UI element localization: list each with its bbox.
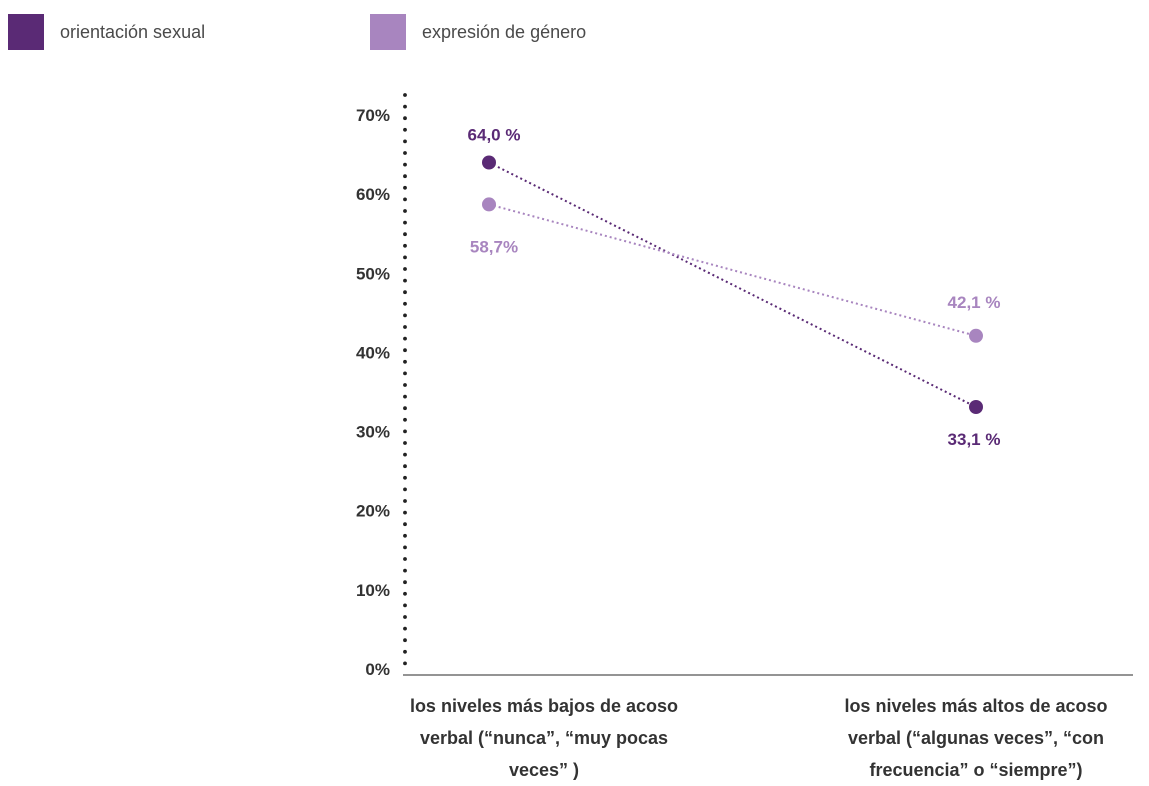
y-axis-dot [403, 499, 407, 503]
legend-swatch-expresion-de-genero [370, 14, 406, 50]
y-axis-dot [403, 267, 407, 271]
y-axis [403, 93, 407, 666]
y-axis-dot [403, 383, 407, 387]
y-axis-dot [403, 348, 407, 353]
y-axis-dot [403, 151, 407, 155]
y-axis-dot [403, 545, 407, 550]
y-axis-dot [403, 522, 407, 527]
y-tick-labels: 0% 10% 20% 30% 40% 50% 60% 70% [356, 106, 390, 679]
y-axis-dot [403, 127, 407, 132]
y-axis-dot [403, 557, 407, 561]
y-axis-dot [403, 661, 407, 666]
y-axis-dot [403, 568, 407, 573]
x-category-label-low: los niveles más bajos de acoso verbal (“… [409, 696, 679, 780]
y-axis-dot [403, 162, 407, 167]
data-label: 42,1 % [948, 293, 1001, 312]
y-axis-dot [403, 603, 407, 608]
y-axis-dot [403, 243, 407, 248]
y-axis-dot [403, 510, 407, 515]
x-category-label-high: los niveles más altos de acoso verbal (“… [844, 696, 1108, 780]
data-point [969, 400, 983, 414]
y-axis-dot [403, 452, 407, 457]
y-tick-label: 0% [365, 660, 390, 679]
y-axis-dot [403, 464, 407, 469]
y-axis-dot [403, 278, 407, 283]
y-axis-dot [403, 220, 407, 225]
data-label: 58,7% [470, 237, 518, 256]
y-axis-dot [403, 580, 407, 585]
data-labels: 64,0 % 33,1 % 58,7% 42,1 % [468, 126, 1001, 450]
y-tick-label: 60% [356, 185, 390, 204]
y-axis-dot [403, 615, 407, 619]
y-axis-dot [403, 371, 407, 376]
y-axis-dot [403, 313, 407, 318]
data-points [482, 155, 983, 414]
y-axis-dot [403, 336, 407, 341]
y-tick-label: 40% [356, 343, 390, 362]
y-axis-dot [403, 209, 407, 213]
y-axis-dot [403, 325, 407, 329]
y-axis-dot [403, 649, 407, 654]
y-axis-dot [403, 197, 407, 202]
y-axis-dot [403, 301, 407, 306]
data-point [482, 155, 496, 170]
y-tick-label: 50% [356, 264, 390, 283]
y-axis-dot [403, 533, 407, 538]
data-point [482, 197, 496, 212]
data-point [969, 328, 983, 343]
y-axis-dot [403, 359, 407, 364]
y-axis-dot [403, 429, 407, 434]
y-axis-dot [403, 638, 407, 643]
y-axis-dot [403, 441, 407, 445]
y-axis-dot [403, 232, 407, 237]
y-axis-dot [403, 475, 407, 480]
y-axis-dot [403, 290, 407, 295]
y-axis-dot [403, 116, 407, 121]
y-axis-dot [403, 104, 407, 109]
y-axis-dot [403, 406, 407, 411]
data-label: 33,1 % [948, 430, 1001, 449]
line-chart: 0% 10% 20% 30% 40% 50% 60% 70% 64,0 % 33,1 % 58,7… [356, 93, 1133, 679]
y-axis-dot [403, 394, 407, 399]
series-line [488, 203, 977, 337]
legend-item-expresion-de-genero: expresión de género [370, 14, 586, 50]
y-tick-label: 20% [356, 502, 390, 521]
legend-swatch-orientacion-sexual [8, 14, 44, 50]
y-axis-dot [403, 487, 407, 492]
y-axis-dot [403, 591, 407, 596]
legend-item-orientacion-sexual: orientación sexual [8, 14, 205, 50]
legend-label-orientacion-sexual: orientación sexual [60, 21, 206, 42]
y-axis-dot [403, 626, 407, 631]
y-axis-dot [403, 255, 407, 260]
y-tick-label: 10% [356, 581, 390, 600]
y-axis-dot [403, 185, 407, 190]
y-tick-label: 70% [356, 106, 390, 125]
legend-label-expresion-de-genero: expresión de género [422, 21, 587, 42]
series-lines [488, 161, 977, 408]
y-axis-dot [403, 139, 407, 144]
series-line [488, 161, 977, 408]
y-axis-dot [403, 93, 407, 97]
y-tick-label: 30% [356, 423, 390, 442]
y-axis-dot [403, 174, 407, 179]
y-axis-dot [403, 417, 407, 422]
data-label: 64,0 % [468, 126, 521, 145]
